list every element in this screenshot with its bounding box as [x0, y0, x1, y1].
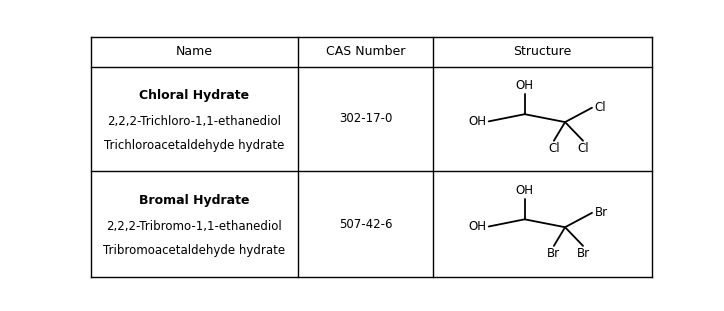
Text: CAS Number: CAS Number: [326, 45, 405, 58]
Text: OH: OH: [515, 184, 534, 197]
Text: Structure: Structure: [513, 45, 571, 58]
Text: Br: Br: [547, 247, 560, 260]
Text: Cl: Cl: [595, 101, 607, 114]
Text: OH: OH: [468, 115, 486, 128]
Text: Br: Br: [595, 207, 608, 219]
Text: Br: Br: [576, 247, 589, 260]
Text: Chloral Hydrate: Chloral Hydrate: [139, 89, 249, 101]
Text: Tribromoacetaldehyde hydrate: Tribromoacetaldehyde hydrate: [104, 244, 285, 257]
Text: 302-17-0: 302-17-0: [339, 113, 392, 125]
Text: Name: Name: [176, 45, 213, 58]
Text: 2,2,2-Trichloro-1,1-ethanediol: 2,2,2-Trichloro-1,1-ethanediol: [107, 115, 282, 128]
Text: OH: OH: [515, 79, 534, 92]
Text: 2,2,2-Tribromo-1,1-ethanediol: 2,2,2-Tribromo-1,1-ethanediol: [106, 220, 282, 233]
Text: Cl: Cl: [548, 142, 560, 155]
Text: OH: OH: [468, 220, 486, 233]
Text: Cl: Cl: [577, 142, 589, 155]
Text: 507-42-6: 507-42-6: [339, 218, 392, 231]
Text: Trichloroacetaldehyde hydrate: Trichloroacetaldehyde hydrate: [104, 139, 285, 152]
Text: Bromal Hydrate: Bromal Hydrate: [139, 194, 250, 207]
